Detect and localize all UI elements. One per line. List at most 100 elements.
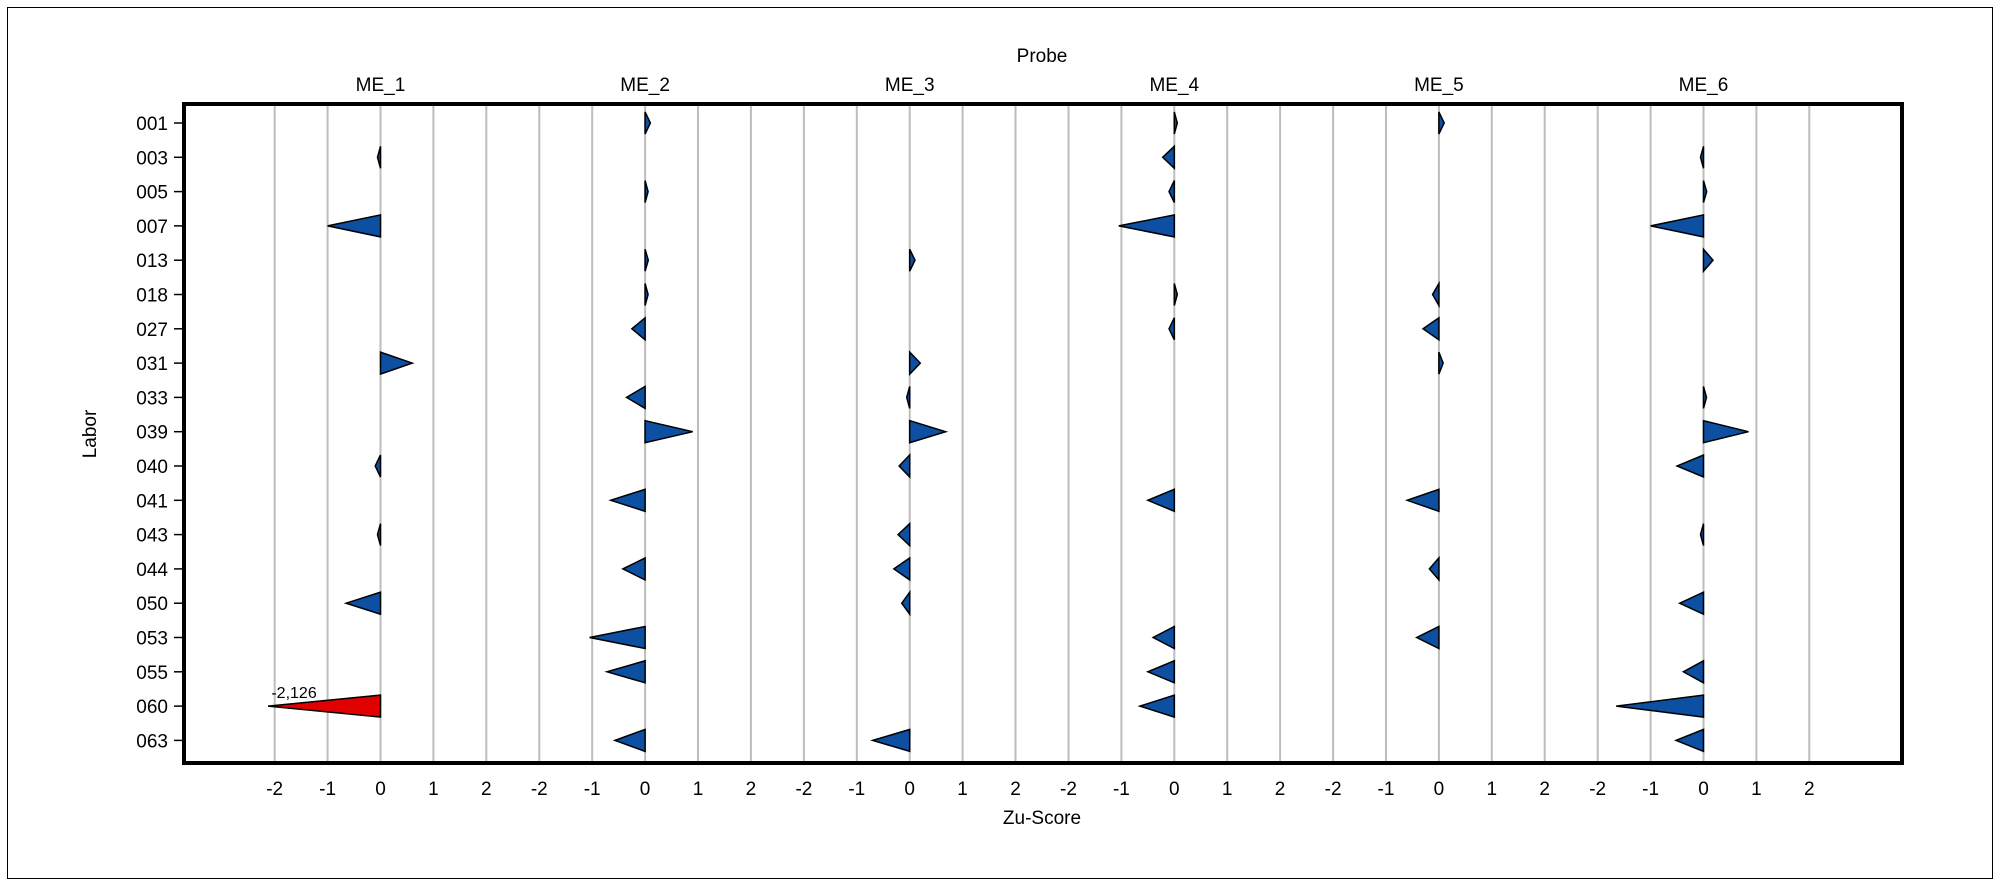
x-tick-label: -1	[584, 779, 601, 800]
zu-score-marker	[644, 180, 649, 203]
y-axis-label: Labor	[80, 409, 101, 458]
x-axis-label: Zu-Score	[1003, 808, 1081, 829]
x-tick-label: -2	[266, 779, 283, 800]
y-tick-label: 050	[136, 594, 168, 615]
zu-score-marker	[1681, 659, 1705, 685]
x-tick-label: 2	[1010, 779, 1021, 800]
x-tick-label: 0	[1169, 779, 1180, 800]
x-tick-label: 1	[957, 779, 968, 800]
zu-score-marker	[1145, 659, 1176, 684]
zu-score-marker	[1421, 316, 1440, 342]
x-tick-label: 0	[1698, 779, 1709, 800]
x-tick-label: 2	[481, 779, 492, 800]
x-tick-label: 2	[1539, 779, 1550, 800]
zu-score-marker	[625, 385, 646, 410]
zu-score-marker	[896, 521, 911, 548]
zu-score-marker	[1414, 625, 1440, 650]
zu-score-marker	[376, 146, 382, 169]
x-tick-label: -1	[319, 779, 336, 800]
panel-label: ME_6	[1679, 75, 1729, 96]
zu-score-marker	[898, 453, 911, 479]
chart-frame	[7, 7, 1993, 879]
zu-score-marker	[644, 111, 652, 135]
x-tick-label: 2	[1804, 779, 1815, 800]
zu-score-marker	[1118, 213, 1176, 238]
y-tick-label: 001	[136, 114, 168, 135]
chart-title: Probe	[1017, 46, 1068, 67]
plot-border	[182, 102, 1904, 765]
zu-score-marker	[905, 386, 911, 409]
x-tick-label: -2	[1060, 779, 1077, 800]
zu-score-marker	[892, 556, 911, 582]
y-tick-label: 063	[136, 731, 168, 752]
zu-score-marker	[343, 591, 382, 616]
zu-score-marker	[1438, 111, 1446, 135]
zu-score-marker	[870, 728, 911, 753]
zu-score-marker	[1699, 146, 1705, 169]
x-tick-label: -2	[1325, 779, 1342, 800]
zu-score-marker	[1702, 247, 1715, 274]
y-tick-label: 041	[136, 491, 168, 512]
zu-score-marker	[908, 419, 949, 444]
zu-score-marker	[621, 556, 646, 582]
zu-score-marker	[644, 283, 649, 306]
y-tick-label: 053	[136, 629, 168, 650]
x-tick-label: 0	[904, 779, 915, 800]
zu-score-marker	[1168, 317, 1176, 341]
zu-score-marker	[1428, 555, 1440, 582]
zu-score-marker	[1145, 488, 1176, 513]
zu-score-marker	[900, 589, 911, 617]
zu-score-marker	[1161, 144, 1176, 171]
y-tick-label: 043	[136, 526, 168, 547]
zu-score-marker	[1616, 694, 1705, 718]
y-tick-label: 055	[136, 663, 168, 684]
zu-score-marker	[1677, 591, 1705, 616]
panel-label: ME_5	[1414, 75, 1464, 96]
zu-score-marker	[1137, 694, 1176, 719]
zu-score-marker	[1650, 213, 1705, 238]
zu-score-marker	[630, 316, 646, 342]
zu-score-marker	[376, 523, 382, 546]
zu-score-marker	[908, 248, 916, 272]
zu-score-marker	[374, 454, 382, 478]
x-tick-label: -1	[1378, 779, 1395, 800]
y-tick-label: 018	[136, 286, 168, 307]
x-tick-label: -1	[1642, 779, 1659, 800]
y-tick-label: 027	[136, 320, 168, 341]
y-tick-label: 040	[136, 457, 168, 478]
zu-score-marker	[1438, 351, 1444, 375]
zu-score-marker	[1675, 453, 1705, 479]
y-tick-label: 044	[136, 560, 168, 581]
y-tick-label: 003	[136, 148, 168, 169]
panel-label: ME_1	[356, 75, 406, 96]
zu-score-marker	[1702, 419, 1749, 444]
value-annotation: -2,126	[271, 685, 316, 702]
zu-score-marker	[1431, 280, 1440, 309]
x-tick-label: -1	[1113, 779, 1130, 800]
x-tick-label: 1	[1222, 779, 1233, 800]
y-tick-label: 005	[136, 183, 168, 204]
panel-label: ME_4	[1149, 75, 1199, 96]
x-tick-label: 2	[1275, 779, 1286, 800]
zu-score-marker	[604, 659, 646, 684]
zu-score-marker	[1168, 180, 1176, 203]
x-tick-label: 0	[375, 779, 386, 800]
zu-score-marker	[379, 351, 415, 376]
x-tick-label: 1	[1487, 779, 1498, 800]
x-tick-label: 1	[428, 779, 439, 800]
zu-score-marker	[1702, 180, 1708, 203]
y-tick-label: 007	[136, 217, 168, 238]
zu-score-marker	[1151, 625, 1176, 650]
zu-score-marker	[589, 625, 646, 650]
y-tick-label: 013	[136, 251, 168, 272]
zu-score-marker	[644, 419, 693, 444]
y-tick-label: 060	[136, 697, 168, 718]
y-tick-label: 031	[136, 354, 168, 375]
x-tick-label: 0	[640, 779, 651, 800]
zu-score-marker	[1404, 488, 1440, 513]
x-tick-label: -2	[531, 779, 548, 800]
zu-score-marker	[612, 728, 646, 753]
zu-score-marker	[1702, 386, 1708, 409]
panel-label: ME_2	[620, 75, 670, 96]
